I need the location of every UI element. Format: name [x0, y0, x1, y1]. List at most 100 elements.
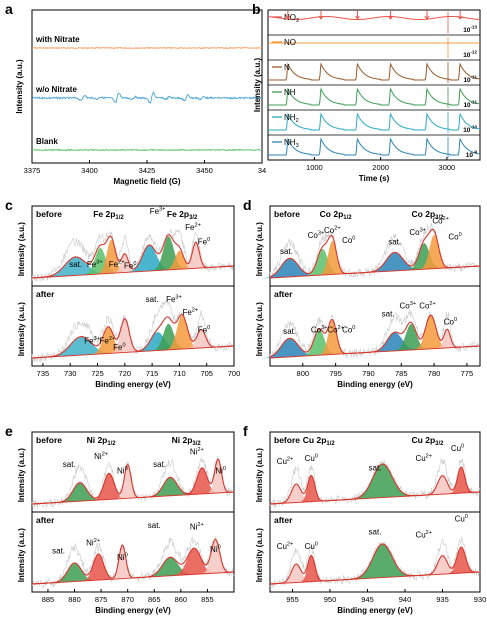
fit-peak-2 [341, 544, 424, 580]
fit-envelope [32, 234, 234, 279]
fit-peak-3 [141, 477, 200, 498]
sat-label: sat. [388, 237, 401, 246]
fit-peak-2 [106, 318, 144, 354]
ox-label-p2: Co2+ [419, 301, 436, 311]
fit-envelope [32, 458, 234, 505]
ms-trace-2 [268, 62, 481, 81]
x-tick-label-c: 725 [91, 369, 104, 378]
fit-peak-6 [433, 329, 461, 349]
orbital-label-1: Ni 2p1/2 [87, 435, 117, 447]
ox-label-p2: Co2+ [327, 325, 344, 335]
ox-label-p2: Ni2+ [190, 522, 204, 532]
panel-f: f 955 950 945 940 935 930 Binding energy (eV) be… [243, 423, 486, 615]
x-tick-label-e: 875 [95, 595, 108, 604]
ms-trace-3 [268, 87, 481, 106]
fit-envelope [269, 314, 480, 358]
ox-label-p2: Ni2+ [94, 452, 108, 462]
background-line [269, 265, 481, 279]
fit-peak-2 [113, 464, 143, 500]
ox-label-p2: Co2+ [432, 216, 449, 226]
ox-label-p3: Co3+ [400, 301, 417, 311]
series-label-1: w/o Nitrate [35, 85, 77, 94]
fit-peak-0 [45, 563, 104, 584]
sat-label: sat. [153, 460, 166, 469]
x-tick-label-a: 3425 [139, 166, 156, 175]
raw-spectrum [31, 536, 235, 588]
fit-peak-0 [253, 338, 326, 359]
y-axis-label-bottom-e: Intensity (a.u.) [17, 528, 26, 583]
x-tick-label-c: 735 [37, 369, 50, 378]
fit-peak-5 [414, 235, 454, 270]
fit-peak-4 [388, 323, 434, 352]
panel-letter-e: e [5, 423, 13, 439]
ox-label-p0: Ni0 [210, 545, 221, 555]
sat-label: sat. [63, 460, 76, 469]
y-axis-label-top-c: Intensity (a.u.) [17, 222, 26, 277]
fit-peak-4 [165, 548, 224, 577]
ox-label-p0: Ni0 [117, 553, 128, 563]
panel-letter-a: a [5, 1, 13, 17]
fit-peak-3 [363, 332, 426, 353]
scale-factor-3: 10-11 [463, 100, 477, 110]
scale-factor-0: 10-13 [463, 25, 477, 35]
ox-label-p2: Cu2+ [415, 530, 432, 540]
x-tick-label-d: 800 [297, 369, 310, 378]
sat-label: sat. [69, 260, 82, 269]
ox-label-p0: Co0 [342, 325, 355, 335]
fit-peak-7 [180, 242, 211, 270]
x-tick-label-e: 870 [121, 595, 134, 604]
pulse-arrow [424, 11, 430, 20]
raw-spectrum [269, 308, 481, 359]
panel-c: c 735 730 725 720 715 710 705 700 Binding energy … [5, 197, 240, 389]
fit-peak-4 [442, 547, 480, 575]
fit-peak-4 [401, 243, 447, 271]
y-axis-label-bottom-d: Intensity (a.u.) [255, 302, 264, 357]
y-axis-label-bottom-f: Intensity (a.u.) [255, 528, 264, 583]
state-label-after: after [274, 289, 293, 299]
series-name-1: NO [284, 38, 296, 47]
x-tick-label-b: 2000 [372, 163, 389, 172]
ox-label-p3: Fe3+ [150, 207, 166, 217]
fit-peak-1 [295, 555, 327, 583]
sat-label: sat. [283, 327, 296, 336]
y-axis-label-bottom-c: Intensity (a.u.) [17, 302, 26, 357]
scale-factor-2: 10-11 [463, 75, 477, 85]
y-axis-label-top-d: Intensity (a.u.) [255, 222, 264, 277]
fit-peak-0 [253, 258, 326, 279]
background-line [31, 345, 235, 359]
x-tick-label-e: 885 [42, 595, 55, 604]
background-line [269, 491, 481, 505]
sat-label: sat. [369, 463, 382, 472]
x-tick-label-d: 775 [461, 369, 474, 378]
ox-label-p2: Co2+ [324, 226, 341, 236]
fit-peak-4 [180, 467, 224, 496]
fit-peak-5 [159, 315, 205, 351]
pulse-arrow [355, 11, 360, 20]
ox-label-p2: Fe2+ [182, 307, 198, 317]
x-tick-label-f: 930 [474, 595, 487, 604]
x-axis-label-a: Magnetic field (G) [113, 177, 180, 186]
ox-label-p0: Ni0 [215, 466, 226, 476]
sat-label: sat. [369, 527, 382, 536]
fit-peak-2 [341, 464, 424, 500]
panel-letter-d: d [243, 197, 252, 213]
x-tick-label-f: 950 [324, 595, 337, 604]
ox-label-p0: Fe0 [124, 261, 136, 271]
x-tick-label-e: 860 [175, 595, 188, 604]
orbital-label-2: Co 2p3/2 [412, 209, 445, 221]
sat-label: sat. [52, 547, 65, 556]
background-line [269, 345, 481, 359]
fit-peak-3 [422, 555, 463, 576]
fit-peak-2 [92, 239, 130, 275]
x-tick-label-a: 3375 [24, 166, 41, 175]
x-axis-label-d: Binding energy (eV) [337, 380, 413, 389]
pulse-arrow [388, 11, 393, 20]
series-line-0 [31, 46, 263, 50]
panel-e: e 885 880 875 870 865 860 855 Binding energy (eV… [5, 423, 235, 615]
fit-peak-4 [146, 323, 191, 352]
fit-peak-1 [77, 247, 123, 276]
fit-peak-5 [203, 459, 233, 494]
y-axis-label-b: Intensity (a.u.) [253, 58, 262, 113]
ox-label-p3: Fe3+ [87, 259, 103, 269]
